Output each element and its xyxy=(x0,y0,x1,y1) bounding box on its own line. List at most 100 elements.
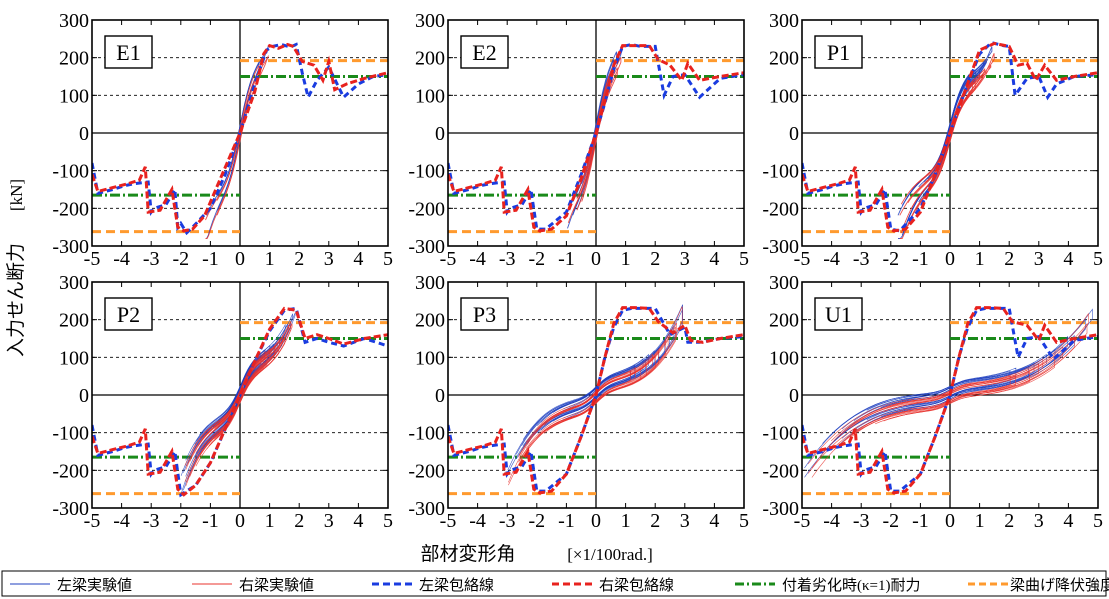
panel-label: P1 xyxy=(814,35,863,69)
x-tick-label: -4 xyxy=(823,510,840,532)
left-beam-envelope xyxy=(448,42,744,231)
x-tick-label: 0 xyxy=(591,248,601,270)
y-tick-label: -100 xyxy=(52,161,89,183)
panel-label: E2 xyxy=(460,35,509,69)
x-tick-label: -5 xyxy=(84,248,101,270)
x-tick-label: 2 xyxy=(1004,510,1014,532)
x-tick-label: 5 xyxy=(383,248,393,270)
y-tick-label: 300 xyxy=(769,272,799,294)
legend-item: 左梁包絡線 xyxy=(372,577,494,594)
legend-item: 梁曲げ降伏強度 xyxy=(968,577,1109,594)
panel-label-text: U1 xyxy=(825,302,852,327)
x-tick-label: 0 xyxy=(235,510,245,532)
y-tick-label: 200 xyxy=(415,310,445,332)
legend-label: 右梁包絡線 xyxy=(599,577,674,594)
x-tick-label: 3 xyxy=(680,248,690,270)
y-tick-label: -200 xyxy=(762,460,799,482)
y-tick-label: -200 xyxy=(762,198,799,220)
y-tick-label: -200 xyxy=(52,460,89,482)
x-tick-label: 5 xyxy=(383,510,393,532)
legend-label: 右梁実験値 xyxy=(239,577,314,594)
y-tick-label: 100 xyxy=(415,85,445,107)
y-tick-label: 100 xyxy=(59,85,89,107)
legend-item: 付着劣化時(κ=1)耐力 xyxy=(735,577,921,594)
x-tick-label: 0 xyxy=(591,510,601,532)
y-tick-label: -200 xyxy=(408,460,445,482)
x-tick-label: -3 xyxy=(143,248,160,270)
right-beam-experiment-loop xyxy=(208,348,270,447)
x-tick-label: 3 xyxy=(680,510,690,532)
y-tick-label: 200 xyxy=(59,48,89,70)
y-tick-label: -100 xyxy=(762,161,799,183)
x-tick-label: 3 xyxy=(1034,248,1044,270)
x-tick-label: 5 xyxy=(739,248,749,270)
right-beam-envelope xyxy=(802,306,1098,495)
x-tick-label: -4 xyxy=(823,248,840,270)
panel-label-text: P3 xyxy=(473,302,496,327)
x-tick-label: -5 xyxy=(794,510,811,532)
left-beam-experiment-loop xyxy=(841,349,1056,439)
right-beam-experiment-loop xyxy=(185,321,292,487)
y-tick-label: -300 xyxy=(762,236,799,258)
y-tick-label: 0 xyxy=(789,385,799,407)
y-tick-label: -300 xyxy=(408,236,445,258)
x-tick-label: 2 xyxy=(294,248,304,270)
y-tick-label: 200 xyxy=(769,310,799,332)
x-tick-label: 5 xyxy=(739,510,749,532)
x-tick-label: 3 xyxy=(324,248,334,270)
x-tick-label: 4 xyxy=(709,510,719,532)
legend-item: 左梁実験値 xyxy=(10,577,132,594)
x-tick-label: -5 xyxy=(440,248,457,270)
x-tick-label: 3 xyxy=(1034,510,1044,532)
x-tick-label: 1 xyxy=(621,510,631,532)
x-tick-label: -1 xyxy=(202,510,219,532)
x-tick-label: 2 xyxy=(650,248,660,270)
x-tick-label: -4 xyxy=(113,248,130,270)
y-tick-label: -200 xyxy=(408,198,445,220)
x-tick-label: 3 xyxy=(324,510,334,532)
y-tick-label: -100 xyxy=(762,423,799,445)
y-tick-label: -200 xyxy=(52,198,89,220)
panel-label-text: P1 xyxy=(827,40,850,65)
x-tick-label: 4 xyxy=(709,248,719,270)
left-beam-envelope xyxy=(92,42,388,236)
x-tick-label: -3 xyxy=(143,510,160,532)
legend-label: 付着劣化時(κ=1)耐力 xyxy=(782,577,921,594)
x-axis-label: 部材変形角 xyxy=(420,543,515,565)
x-tick-label: 1 xyxy=(265,248,275,270)
y-tick-label: -300 xyxy=(52,498,89,520)
y-axis-unit: [kN] xyxy=(7,179,26,211)
y-tick-label: 200 xyxy=(769,48,799,70)
right-beam-envelope xyxy=(92,42,388,233)
x-tick-label: -1 xyxy=(912,510,929,532)
y-tick-label: -300 xyxy=(52,236,89,258)
right-beam-experiment-loop xyxy=(567,56,622,224)
y-tick-label: 200 xyxy=(59,310,89,332)
legend-label: 梁曲げ降伏強度 xyxy=(1010,577,1109,594)
right-beam-experiment-loop xyxy=(874,371,1030,425)
y-tick-label: -100 xyxy=(408,423,445,445)
x-tick-label: -3 xyxy=(853,248,870,270)
right-beam-experiment-loop xyxy=(525,335,669,449)
right-beam-experiment-loop xyxy=(205,54,269,239)
x-tick-label: -4 xyxy=(469,248,486,270)
y-tick-label: -100 xyxy=(52,423,89,445)
x-tick-label: -2 xyxy=(882,248,899,270)
x-tick-label: 4 xyxy=(353,510,363,532)
panel-label: P2 xyxy=(104,297,153,331)
y-tick-label: 100 xyxy=(769,347,799,369)
x-tick-label: 4 xyxy=(353,248,363,270)
right-beam-experiment-loop xyxy=(807,322,1088,474)
x-tick-label: 5 xyxy=(1093,248,1103,270)
legend-label: 左梁包絡線 xyxy=(419,577,494,594)
x-tick-label: -5 xyxy=(440,510,457,532)
x-axis-unit: [×1/100rad.] xyxy=(567,545,653,564)
x-tick-label: 2 xyxy=(294,510,304,532)
x-tick-label: -2 xyxy=(172,248,189,270)
y-axis-label: 入力せん断力 xyxy=(5,243,27,357)
y-tick-label: -100 xyxy=(408,161,445,183)
